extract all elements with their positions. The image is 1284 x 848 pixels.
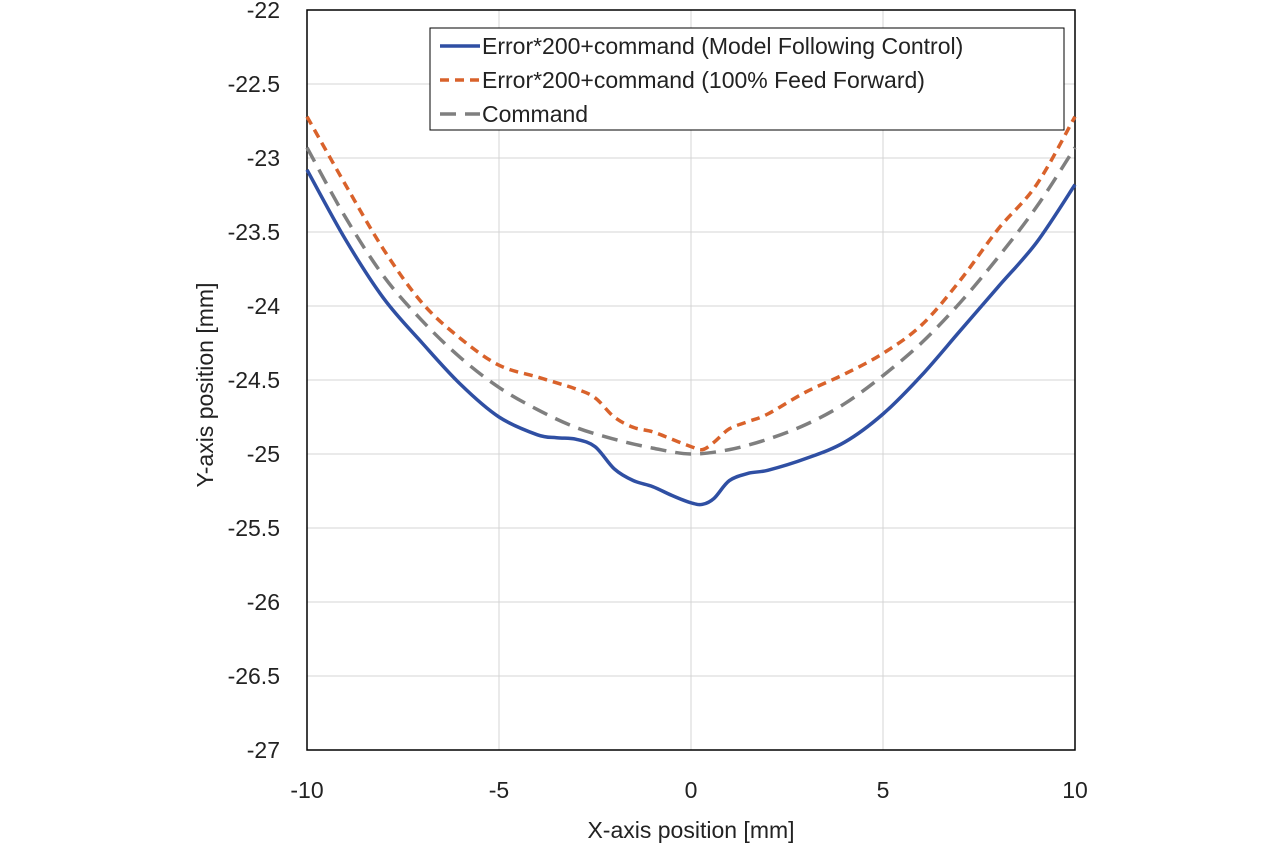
y-tick-label: -24: [247, 293, 280, 319]
y-tick-label: -23.5: [228, 219, 280, 245]
y-tick-label: -25.5: [228, 515, 280, 541]
y-axis-label: Y-axis position [mm]: [192, 283, 218, 488]
legend-label-2: Error*200+command (100% Feed Forward): [482, 67, 925, 93]
x-tick-label: -5: [489, 777, 509, 803]
legend-box: [429, 27, 1065, 131]
x-axis-label: X-axis position [mm]: [587, 817, 794, 843]
y-tick-label: -23: [247, 145, 280, 171]
y-tick-label: -22.5: [228, 71, 280, 97]
x-tick-labels: -10 -5 0 5 10: [290, 777, 1087, 803]
legend: Error*200+command (Model Following Contr…: [429, 27, 1065, 131]
x-tick-label: 0: [685, 777, 698, 803]
series-layer: [305, 115, 1077, 507]
series-line-2: [305, 115, 1077, 452]
x-tick-label: -10: [290, 777, 323, 803]
y-tick-label: -26: [247, 589, 280, 615]
y-tick-label: -25: [247, 441, 280, 467]
y-tick-label: -24.5: [228, 367, 280, 393]
legend-label-3: Command: [482, 101, 588, 127]
y-tick-label: -27: [247, 737, 280, 763]
x-tick-label: 5: [877, 777, 890, 803]
series-line-1: [305, 168, 1077, 507]
y-tick-label: -26.5: [228, 663, 280, 689]
series-line-3: [305, 146, 1077, 456]
x-tick-label: 10: [1062, 777, 1088, 803]
y-tick-labels: -22 -22.5 -23 -23.5 -24 -24.5 -25 -25.5 -26 -26.5…: [228, 0, 281, 763]
plot-area-border: [306, 9, 1076, 751]
legend-label-1: Error*200+command (Model Following Contr…: [482, 33, 963, 59]
y-tick-label: -22: [247, 0, 280, 23]
